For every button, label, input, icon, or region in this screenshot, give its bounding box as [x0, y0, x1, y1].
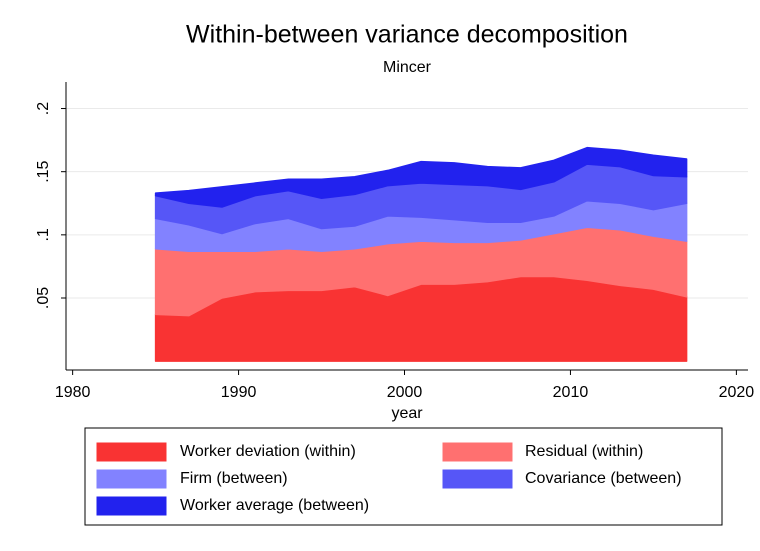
- chart-title: Within-between variance decomposition: [186, 21, 628, 49]
- x-tick-label: 1990: [221, 384, 257, 401]
- legend-label: Firm (between): [180, 470, 288, 487]
- x-tick-label: 2010: [553, 384, 589, 401]
- y-tick-label: .05: [35, 287, 52, 309]
- y-tick-label: .2: [35, 102, 52, 115]
- legend-box: [84, 427, 723, 526]
- legend-label: Worker average (between): [180, 497, 369, 514]
- area: [154, 146, 688, 208]
- legend-swatch: [442, 442, 513, 462]
- y-tick-label: .1: [35, 228, 52, 241]
- x-tick-label: 2020: [719, 384, 755, 401]
- x-tick-label: 1980: [55, 384, 91, 401]
- y-tick-label: .15: [35, 160, 52, 182]
- legend-label: Covariance (between): [525, 470, 682, 487]
- legend-label: Worker deviation (within): [180, 443, 356, 460]
- legend-swatch: [96, 469, 167, 489]
- legend-swatch: [96, 496, 167, 516]
- chart-subtitle: Mincer: [383, 59, 432, 76]
- legend-label: Residual (within): [525, 443, 643, 460]
- legend-swatch: [442, 469, 513, 489]
- legend-swatch: [96, 442, 167, 462]
- x-tick-label: 2000: [387, 384, 423, 401]
- x-axis-label: year: [391, 405, 423, 422]
